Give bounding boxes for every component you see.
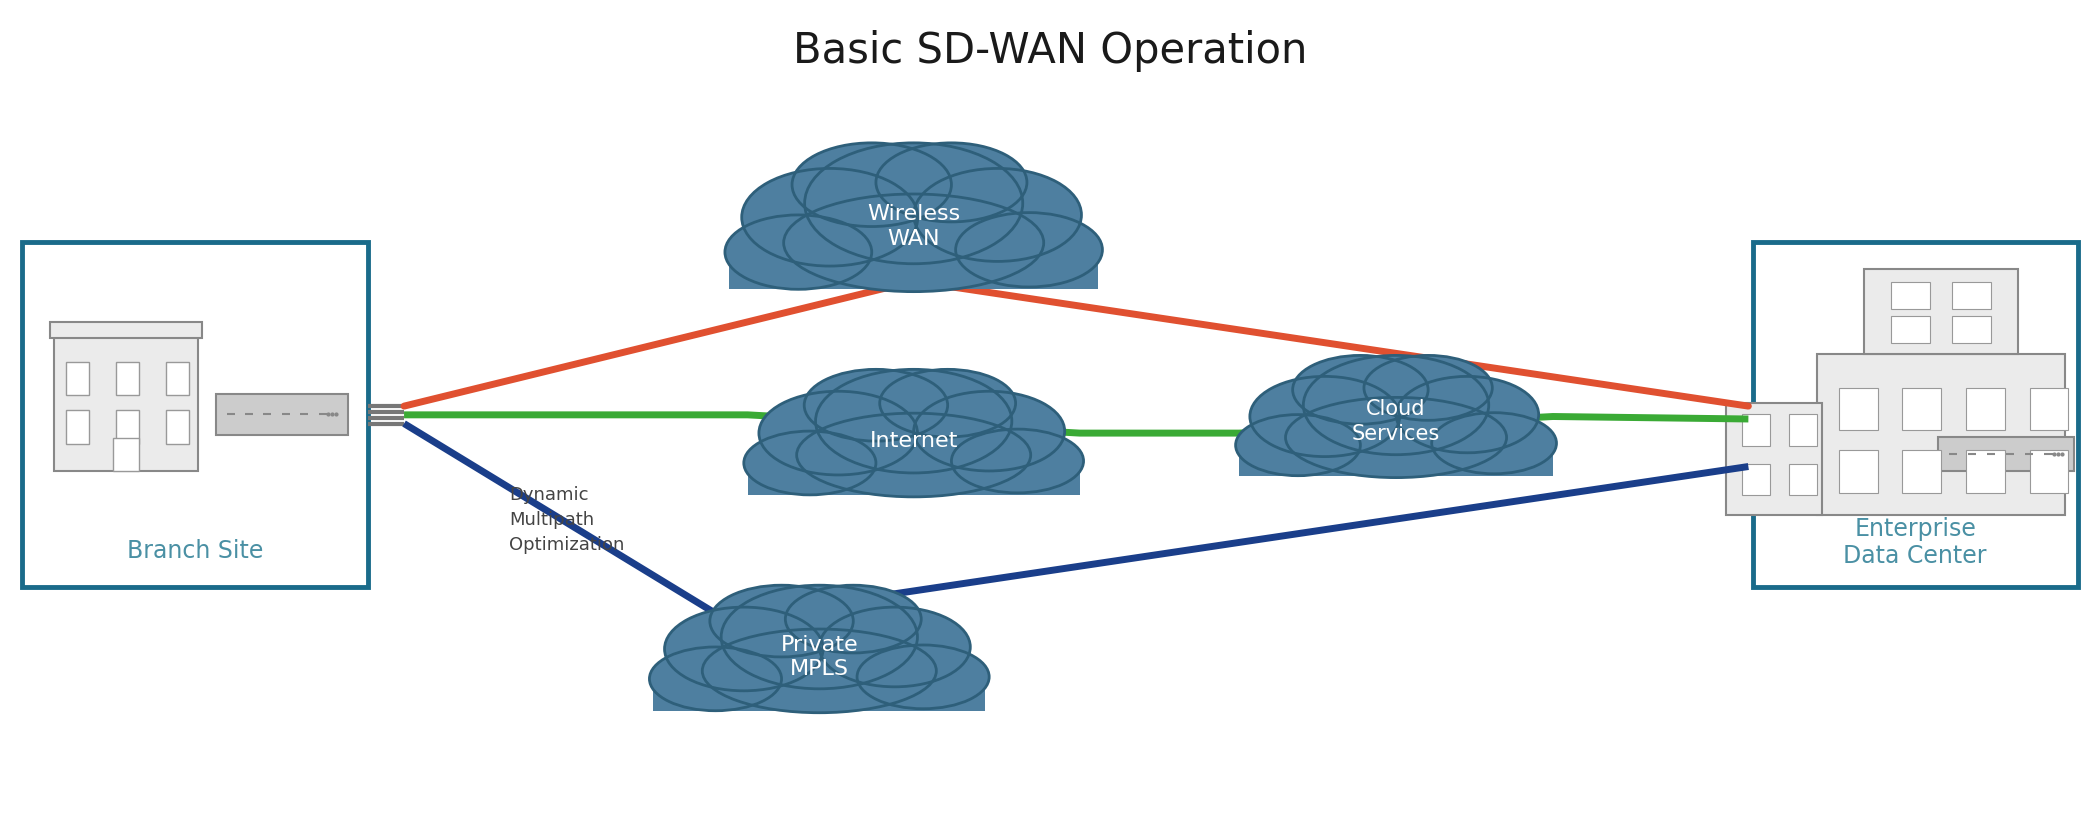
Ellipse shape (724, 215, 872, 289)
Ellipse shape (914, 168, 1082, 262)
FancyBboxPatch shape (1892, 316, 1930, 342)
Ellipse shape (819, 607, 970, 687)
Ellipse shape (1432, 412, 1556, 474)
FancyBboxPatch shape (1966, 451, 2006, 493)
Ellipse shape (710, 586, 853, 657)
Ellipse shape (951, 429, 1084, 493)
Ellipse shape (1250, 377, 1399, 456)
Ellipse shape (741, 168, 918, 266)
FancyBboxPatch shape (113, 437, 139, 471)
Text: Internet: Internet (869, 431, 958, 451)
FancyBboxPatch shape (1903, 451, 1940, 493)
Ellipse shape (743, 431, 876, 495)
FancyBboxPatch shape (1789, 415, 1816, 446)
FancyBboxPatch shape (1840, 387, 1877, 430)
Text: Cloud
Services: Cloud Services (1352, 399, 1441, 444)
Ellipse shape (815, 369, 1012, 473)
FancyBboxPatch shape (50, 322, 202, 337)
Ellipse shape (785, 586, 922, 653)
FancyBboxPatch shape (1903, 387, 1940, 430)
Ellipse shape (1294, 356, 1428, 424)
FancyBboxPatch shape (1789, 464, 1816, 495)
Ellipse shape (792, 142, 951, 227)
Ellipse shape (914, 392, 1065, 471)
Ellipse shape (1365, 356, 1493, 421)
Ellipse shape (876, 142, 1027, 222)
Text: Enterprise
Data Center: Enterprise Data Center (1844, 516, 1987, 568)
Text: Basic SD-WAN Operation: Basic SD-WAN Operation (794, 31, 1306, 72)
FancyBboxPatch shape (1840, 451, 1877, 493)
Ellipse shape (956, 212, 1102, 287)
FancyBboxPatch shape (1743, 464, 1770, 495)
Ellipse shape (701, 629, 937, 713)
FancyBboxPatch shape (653, 671, 985, 711)
Ellipse shape (804, 369, 947, 441)
Ellipse shape (758, 392, 918, 475)
FancyBboxPatch shape (1892, 282, 1930, 309)
FancyBboxPatch shape (65, 362, 90, 395)
Ellipse shape (649, 647, 781, 711)
FancyBboxPatch shape (55, 335, 200, 471)
Ellipse shape (796, 413, 1031, 496)
Ellipse shape (1304, 356, 1489, 455)
Text: Branch Site: Branch Site (128, 540, 265, 563)
FancyBboxPatch shape (1726, 403, 1823, 515)
FancyBboxPatch shape (116, 362, 139, 395)
Ellipse shape (783, 194, 1044, 292)
FancyBboxPatch shape (116, 411, 139, 444)
FancyBboxPatch shape (1863, 269, 2018, 354)
FancyBboxPatch shape (166, 411, 189, 444)
FancyBboxPatch shape (1966, 387, 2006, 430)
FancyBboxPatch shape (1816, 354, 2066, 515)
Ellipse shape (1235, 415, 1361, 476)
Text: Wireless
WAN: Wireless WAN (867, 204, 960, 249)
Ellipse shape (720, 586, 918, 689)
FancyBboxPatch shape (1743, 415, 1770, 446)
FancyBboxPatch shape (216, 394, 349, 435)
FancyBboxPatch shape (2029, 451, 2068, 493)
Ellipse shape (804, 142, 1023, 264)
FancyBboxPatch shape (1754, 242, 2077, 586)
Ellipse shape (664, 607, 823, 691)
FancyBboxPatch shape (65, 411, 90, 444)
Ellipse shape (880, 369, 1016, 437)
FancyBboxPatch shape (2029, 387, 2068, 430)
FancyBboxPatch shape (729, 242, 1098, 289)
FancyBboxPatch shape (1938, 436, 2075, 471)
Ellipse shape (1396, 377, 1539, 453)
FancyBboxPatch shape (1953, 316, 1991, 342)
Text: Dynamic
Multipath
Optimization: Dynamic Multipath Optimization (508, 486, 624, 554)
FancyBboxPatch shape (1953, 282, 1991, 309)
Text: Private
MPLS: Private MPLS (781, 635, 859, 680)
FancyBboxPatch shape (23, 242, 368, 586)
Ellipse shape (857, 645, 989, 709)
FancyBboxPatch shape (748, 455, 1079, 495)
FancyBboxPatch shape (166, 362, 189, 395)
FancyBboxPatch shape (1239, 437, 1552, 476)
Ellipse shape (1285, 397, 1506, 477)
